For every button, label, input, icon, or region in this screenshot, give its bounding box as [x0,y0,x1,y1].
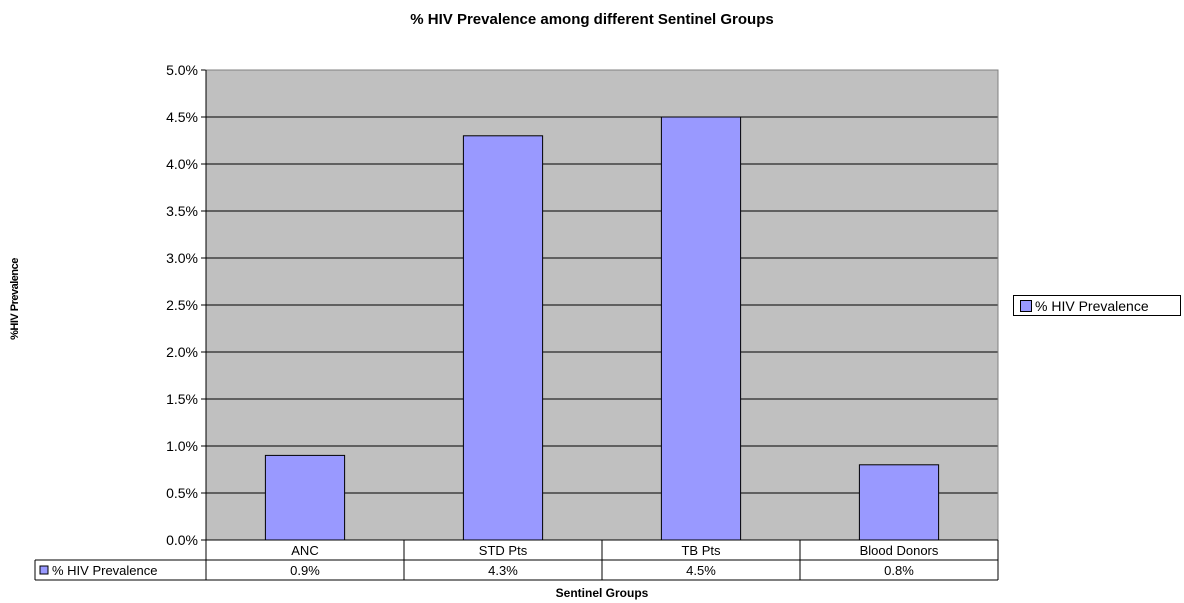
bar [462,135,544,541]
y-tick-label: 2.0% [166,344,198,360]
y-tick-label: 2.5% [166,297,198,313]
y-tick-label: 1.5% [166,391,198,407]
category-label: Blood Donors [860,543,939,558]
y-tick-label: 3.5% [166,203,198,219]
y-tick-label: 1.0% [166,438,198,454]
bar [858,464,940,541]
legend: % HIV Prevalence [1013,295,1181,316]
y-tick-label: 4.5% [166,109,198,125]
y-tick-label: 4.0% [166,156,198,172]
data-value-label: 0.9% [290,563,320,578]
chart-title: % HIV Prevalence among different Sentine… [410,11,774,28]
table-series-name: % HIV Prevalence [52,563,158,578]
data-value-label: 4.3% [488,563,518,578]
data-value-label: 0.8% [884,563,914,578]
bar [264,454,346,541]
category-label: TB Pts [681,543,721,558]
bar [660,116,742,541]
y-tick-label: 0.5% [166,485,198,501]
y-tick-label: 3.0% [166,250,198,266]
category-label: STD Pts [479,543,528,558]
legend-label: % HIV Prevalence [1035,297,1149,314]
legend-swatch [1020,299,1032,312]
data-value-label: 4.5% [686,563,716,578]
y-tick-label: 5.0% [166,62,198,78]
y-tick-label: 0.0% [166,532,198,548]
category-label: ANC [291,543,318,558]
x-axis-label: Sentinel Groups [555,586,649,600]
table-legend-swatch [39,565,49,575]
